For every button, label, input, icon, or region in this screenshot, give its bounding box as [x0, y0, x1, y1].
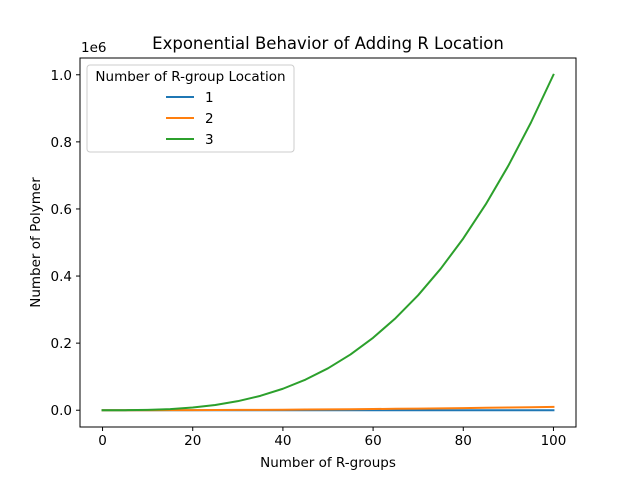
y-tick-label: 0.0 [51, 403, 72, 419]
legend-title: Number of R-group Location [95, 69, 285, 85]
legend: Number of R-group Location 1 2 3 [86, 64, 295, 153]
x-axis: 0 20 40 60 80 100 [98, 427, 566, 449]
y-tick-label: 0.2 [51, 336, 72, 352]
y-axis: 0.0 0.2 0.4 0.6 0.8 1.0 [51, 68, 80, 419]
y-tick-label: 1.0 [51, 68, 72, 84]
legend-label-1: 1 [205, 90, 214, 106]
x-tick-label: 40 [274, 433, 291, 449]
y-tick-label: 0.8 [51, 135, 72, 151]
x-axis-label: Number of R-groups [260, 455, 396, 471]
x-tick-label: 100 [541, 433, 567, 449]
y-tick-label: 0.6 [51, 202, 72, 218]
y-offset-text: 1e6 [81, 40, 106, 56]
y-axis-label: Number of Polymer [28, 177, 44, 308]
x-tick-label: 60 [364, 433, 381, 449]
chart-title: Exponential Behavior of Adding R Locatio… [152, 34, 504, 53]
plot-frame [79, 57, 577, 428]
x-tick-label: 0 [98, 433, 107, 449]
legend-label-3: 3 [205, 132, 214, 148]
series-line-3 [101, 73, 555, 412]
series-line-2 [101, 405, 555, 412]
legend-label-2: 2 [205, 111, 214, 127]
x-tick-label: 80 [455, 433, 472, 449]
plot-lines [101, 73, 555, 412]
legend-box [86, 64, 295, 153]
y-tick-label: 0.4 [51, 269, 72, 285]
x-tick-label: 20 [184, 433, 201, 449]
